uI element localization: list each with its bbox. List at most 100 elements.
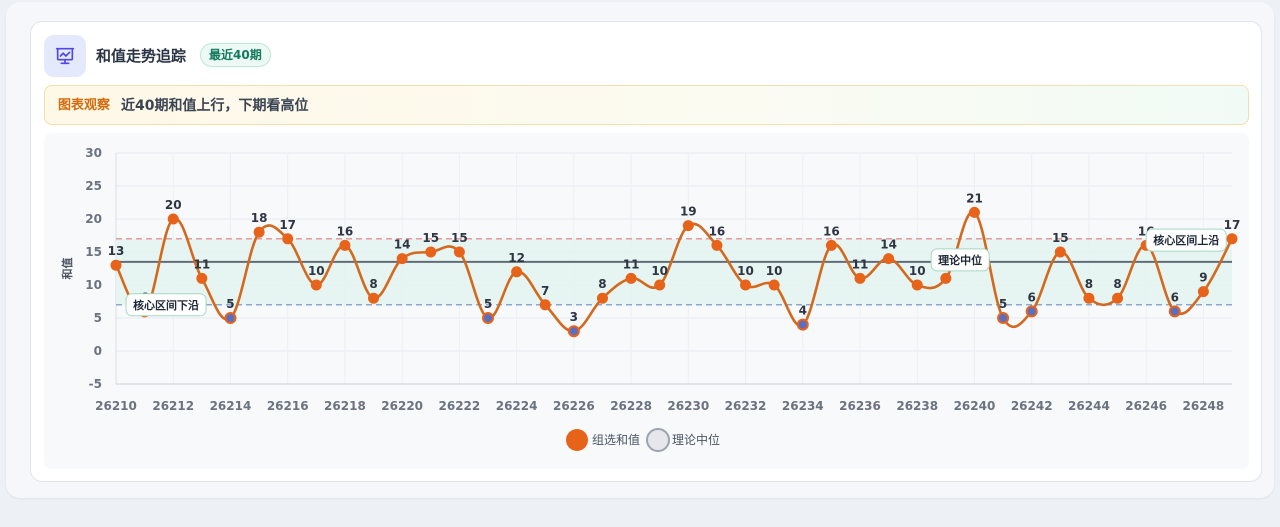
x-tick-label: 26222 [439,399,481,413]
data-label: 10 [766,264,783,278]
y-tick-label: 20 [85,212,102,226]
data-label: 8 [1113,277,1121,291]
data-point [1054,246,1066,258]
data-point [596,292,608,304]
data-point [539,299,551,311]
y-tick-label: -5 [89,377,102,391]
sum-trend-chart[interactable]: -5 0 5 10 15 20 25 30 26210 26212 26214 26216 26218… [44,133,1249,469]
legend-label-series: 组选和值 [592,432,640,447]
x-tick-label: 26242 [1011,399,1053,413]
data-label: 13 [108,244,125,258]
data-point [711,239,723,251]
data-point [1025,305,1038,318]
data-label: 11 [852,257,869,271]
data-label: 8 [1085,277,1093,291]
y-axis-label: 和值 [60,258,74,280]
data-label: 6 [1171,290,1179,304]
x-tick-label: 26236 [839,399,881,413]
data-label: 8 [598,277,606,291]
data-label: 17 [279,218,296,232]
x-tick-label: 26218 [324,399,366,413]
data-point [339,239,351,251]
data-label: 5 [226,297,234,311]
presentation-chart-icon [44,35,86,77]
median-annotation: 理论中位 [930,248,990,272]
legend-item-series[interactable]: 组选和值 [566,429,640,451]
lower-band-annotation: 核心区间下沿 [125,293,207,317]
data-point [453,246,465,258]
x-axis-ticks: 26210 26212 26214 26216 26218 26220 26222 26224… [95,399,1224,413]
data-label: 16 [823,224,840,238]
data-label: 7 [541,284,549,298]
data-label: 8 [369,277,377,291]
trend-card: 和值走势追踪 最近40期 图表观察 近40期和值上行，下期看高位 -5 0 5 10 1… [30,21,1262,482]
data-label: 19 [680,205,697,219]
x-tick-label: 26244 [1068,399,1110,413]
data-point [567,325,580,338]
x-tick-label: 26216 [267,399,309,413]
data-point [167,213,179,225]
data-point [997,312,1010,324]
data-label: 18 [251,211,268,225]
data-label: 4 [799,304,807,318]
data-point [1112,292,1124,304]
data-label: 6 [1028,290,1036,304]
median-annotation-label: 理论中位 [938,253,982,267]
x-tick-label: 26238 [896,399,938,413]
y-tick-label: 0 [94,344,102,358]
data-label: 10 [737,264,754,278]
chart-legend: 组选和值 理论中位 [566,428,720,452]
y-tick-label: 15 [85,245,102,259]
upper-band-annotation: 核心区间上沿 [1145,228,1227,252]
page-background: 和值走势追踪 最近40期 图表观察 近40期和值上行，下期看高位 -5 0 5 10 1… [6,2,1274,498]
data-point [883,253,895,265]
x-tick-label: 26248 [1183,399,1225,413]
legend-item-median[interactable]: 理论中位 [646,428,720,452]
y-tick-label: 25 [85,179,102,193]
insight-label: 图表观察 [58,98,111,113]
data-label: 15 [451,231,468,245]
x-tick-label: 26210 [95,399,137,413]
data-point [310,279,322,291]
lower-band-annotation-box [125,293,207,317]
x-tick-label: 26214 [210,399,252,413]
median-annotation-box [930,248,990,272]
data-point [224,312,237,324]
data-point [740,279,752,291]
chart-panel: -5 0 5 10 15 20 25 30 26210 26212 26214 26216 26218… [44,133,1249,469]
x-tick-label: 26230 [667,399,709,413]
x-tick-label: 26240 [954,399,996,413]
y-axis-ticks: -5 0 5 10 15 20 25 30 [85,146,102,391]
y-tick-label: 5 [94,311,102,325]
data-point [854,272,866,284]
period-badge: 最近40期 [200,43,271,67]
legend-marker-median [646,428,670,452]
x-tick-label: 26228 [610,399,652,413]
data-point [396,253,408,265]
data-label: 5 [484,297,492,311]
x-tick-label: 26246 [1125,399,1167,413]
data-point [511,266,523,278]
data-point [940,272,952,284]
data-point [1197,286,1209,298]
data-label: 16 [709,224,726,238]
y-tick-label: 30 [85,146,102,160]
data-point [110,259,122,271]
legend-marker-series [566,429,588,451]
data-label: 11 [193,257,210,271]
data-point [796,318,809,331]
data-point [682,220,694,232]
x-tick-label: 26234 [782,399,824,413]
lower-band-annotation-label: 核心区间下沿 [133,298,199,312]
upper-band-annotation-box [1145,228,1227,252]
data-label: 10 [651,264,668,278]
data-point [654,279,666,291]
x-tick-label: 26220 [381,399,423,413]
core-band [116,238,1232,305]
x-tick-label: 26212 [152,399,194,413]
data-point [968,206,980,218]
data-point [196,272,208,284]
data-point [825,239,837,251]
data-point [282,233,294,245]
x-tick-label: 26226 [553,399,595,413]
